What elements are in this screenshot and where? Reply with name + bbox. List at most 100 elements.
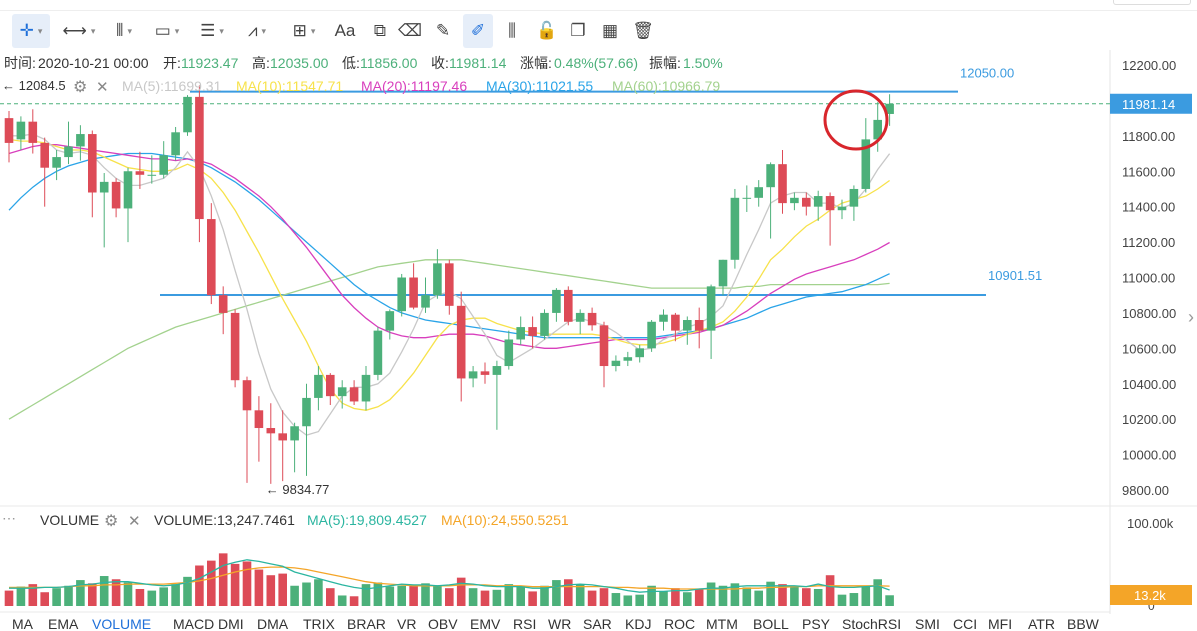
volume-bar[interactable] — [504, 584, 514, 606]
volume-bar[interactable] — [718, 585, 728, 606]
candle[interactable] — [468, 371, 478, 379]
candle[interactable] — [623, 357, 633, 361]
close-icon[interactable]: ✕ — [96, 79, 109, 96]
volume-bar[interactable] — [183, 576, 192, 606]
text-tool-button[interactable]: Aa — [330, 14, 360, 48]
volume-bar[interactable] — [28, 584, 38, 606]
tab-trix[interactable]: TRIX — [303, 616, 335, 631]
candle[interactable] — [718, 259, 728, 287]
candle[interactable] — [849, 188, 859, 207]
tab-dmi[interactable]: DMI — [218, 616, 244, 631]
tab-macd[interactable]: MACD — [173, 616, 215, 631]
bars-tool-button[interactable]: ⦀ ▾ — [105, 14, 143, 48]
volume-bar[interactable] — [159, 587, 168, 606]
volume-bar[interactable] — [195, 565, 204, 607]
volume-bar[interactable] — [433, 585, 442, 606]
candle-style-tool-button[interactable]: ⫼ — [497, 14, 527, 48]
pencil-tool-button[interactable]: ✎ — [428, 14, 458, 48]
candle[interactable] — [88, 134, 97, 193]
pattern-tool-button[interactable]: ⧉ — [365, 14, 395, 48]
volume-bar[interactable] — [552, 580, 561, 606]
candle[interactable] — [28, 121, 38, 143]
candle[interactable] — [147, 174, 157, 176]
volume-bar[interactable] — [480, 590, 490, 606]
candle[interactable] — [385, 311, 395, 331]
copy-tool-button[interactable]: ❐ — [563, 14, 593, 48]
tab-atr[interactable]: ATR — [1028, 616, 1055, 631]
list-tool-button[interactable]: ☰ ▾ — [193, 14, 231, 48]
candle[interactable] — [207, 219, 216, 296]
volume-bar[interactable] — [516, 586, 525, 606]
candle[interactable] — [76, 134, 85, 147]
candle[interactable] — [516, 327, 525, 340]
volume-bar[interactable] — [278, 573, 287, 606]
volume-bar[interactable] — [16, 586, 26, 606]
candle[interactable] — [575, 312, 585, 322]
candle[interactable] — [587, 312, 597, 326]
volume-bar[interactable] — [468, 588, 478, 606]
candle[interactable] — [4, 118, 14, 143]
candle[interactable] — [659, 314, 668, 322]
volume-bar[interactable] — [528, 591, 537, 606]
volume-bar[interactable] — [587, 590, 597, 606]
volume-bar[interactable] — [575, 584, 585, 606]
candle[interactable] — [397, 277, 406, 312]
volume-bar[interactable] — [885, 595, 894, 606]
fibonacci-tool-button[interactable]: ⩘ ▾ — [238, 14, 276, 48]
volume-bar[interactable] — [337, 595, 347, 606]
candle[interactable] — [349, 387, 359, 402]
volume-bar[interactable] — [361, 584, 371, 606]
candle[interactable] — [564, 289, 573, 322]
volume-bar[interactable] — [861, 585, 871, 606]
candle[interactable] — [611, 360, 621, 367]
candle[interactable] — [135, 171, 145, 175]
tab-wr[interactable]: WR — [548, 616, 572, 631]
volume-bar[interactable] — [385, 586, 395, 606]
eraser-tool-button[interactable]: ⌫ — [395, 14, 425, 48]
volume-bar[interactable] — [599, 588, 609, 606]
candle[interactable] — [504, 339, 514, 367]
candle[interactable] — [64, 146, 73, 158]
volume-bar[interactable] — [659, 591, 668, 606]
volume-bar[interactable] — [76, 580, 85, 606]
candle[interactable] — [302, 397, 311, 427]
volume-bar[interactable] — [778, 584, 787, 606]
candle[interactable] — [159, 155, 168, 175]
volume-bar[interactable] — [314, 579, 323, 606]
candle[interactable] — [742, 197, 752, 199]
rectangle-tool-button[interactable]: ▭ ▾ — [148, 14, 186, 48]
tab-rsi[interactable]: RSI — [513, 616, 537, 631]
candle[interactable] — [540, 312, 549, 336]
candle[interactable] — [671, 314, 680, 331]
volume-bar[interactable] — [123, 582, 133, 606]
volume-bar[interactable] — [564, 579, 573, 606]
tab-psy[interactable]: PSY — [802, 616, 831, 631]
volume-bar[interactable] — [683, 592, 692, 606]
candle[interactable] — [837, 206, 847, 211]
volume-bar[interactable] — [540, 585, 549, 606]
volume-bar[interactable] — [99, 576, 109, 606]
candle[interactable] — [337, 387, 347, 397]
candle[interactable] — [635, 348, 644, 358]
candle[interactable] — [492, 366, 502, 375]
candle[interactable] — [16, 121, 26, 140]
candle[interactable] — [730, 197, 740, 260]
tab-obv[interactable]: OBV — [428, 616, 458, 631]
volume-bar[interactable] — [254, 569, 264, 606]
tab-sar[interactable]: SAR — [583, 616, 612, 631]
candle[interactable] — [266, 428, 276, 434]
tab-stochrsi[interactable]: StochRSI — [842, 616, 902, 631]
volume-bar[interactable] — [290, 585, 299, 606]
candle[interactable] — [873, 119, 882, 140]
tab-dma[interactable]: DMA — [257, 616, 289, 631]
tab-roc[interactable]: ROC — [664, 616, 696, 631]
candle[interactable] — [706, 286, 716, 331]
candle[interactable] — [683, 320, 692, 331]
volume-bar[interactable] — [611, 593, 621, 606]
volume-bar[interactable] — [754, 590, 763, 606]
volume-bar[interactable] — [706, 582, 716, 606]
candle[interactable] — [647, 321, 656, 349]
candle[interactable] — [111, 181, 121, 209]
volume-bar[interactable] — [790, 586, 799, 606]
volume-bar[interactable] — [64, 585, 73, 606]
